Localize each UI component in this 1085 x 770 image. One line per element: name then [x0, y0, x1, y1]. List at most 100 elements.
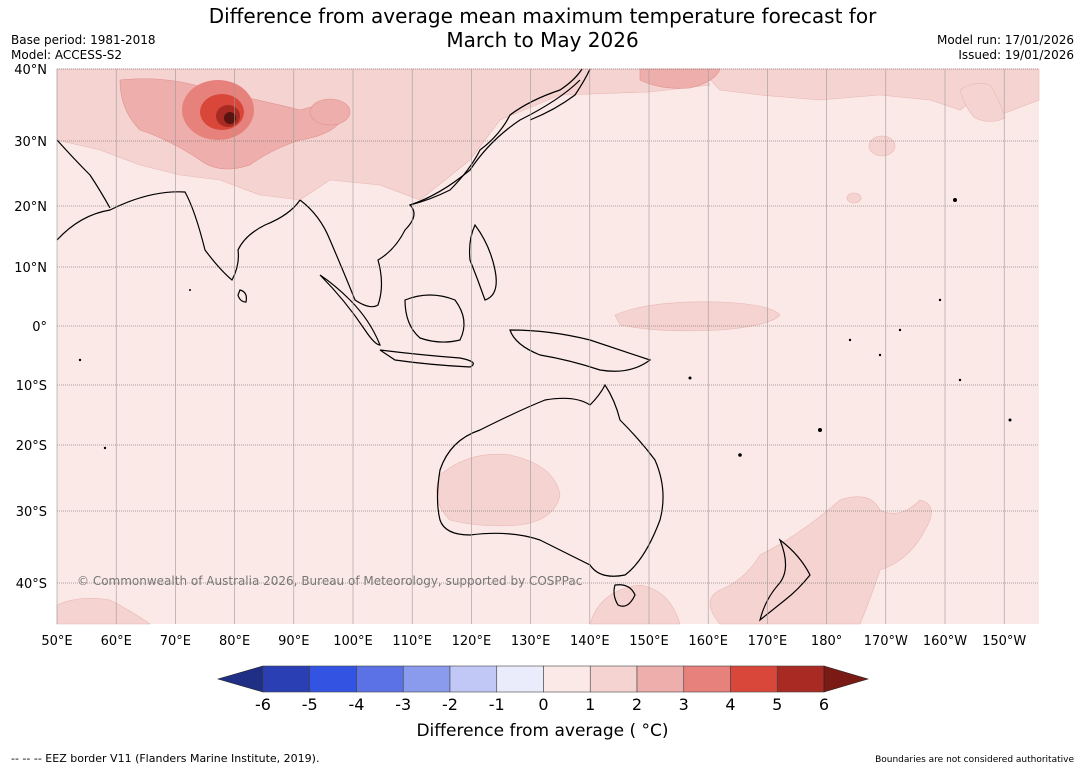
colorbar-tick-label: -4 [349, 695, 365, 714]
colorbar-tick-label: -2 [442, 695, 458, 714]
anomaly-region-southwest [56, 598, 151, 625]
copyright-note: © Commonwealth of Australia 2026, Bureau… [77, 574, 583, 588]
lon-label: 100°E [333, 634, 373, 649]
lat-labels: 40°N 30°N 20°N 10°N 0° 10°S 20°S 30°S 40°S [14, 63, 47, 592]
meta-right: Model run: 17/01/2026 Issued: 19/01/2026 [937, 33, 1074, 63]
colorbar-box [496, 665, 544, 693]
lon-label: 150°W [982, 634, 1026, 649]
lon-label: 160°W [923, 634, 967, 649]
anomaly-region-western-australia [436, 453, 561, 527]
island-dot [898, 328, 902, 332]
lon-label: 130°E [511, 634, 551, 649]
colorbar-tick-label: 1 [585, 695, 595, 714]
coastline-arabia [56, 139, 111, 209]
colorbar-boxes [216, 665, 870, 693]
lat-label: 20°N [14, 200, 47, 215]
colorbar: -6 -5 -4 -3 -2 -1 0 1 2 3 4 5 6 [216, 665, 870, 714]
coastline-philippines [468, 223, 497, 301]
lat-label: 10°S [16, 379, 47, 394]
colorbar-tick-label: 6 [819, 695, 829, 714]
title-line-2: March to May 2026 [446, 28, 639, 52]
lon-label: 110°E [392, 634, 432, 649]
colorbar-tick-label: 5 [772, 695, 782, 714]
coastline-japan [529, 68, 591, 121]
title-line-1: Difference from average mean maximum tem… [208, 4, 877, 28]
island-dot [848, 338, 852, 342]
lat-label: 30°S [16, 505, 47, 520]
island-dot [958, 378, 962, 382]
lon-label: 180° [811, 634, 842, 649]
lon-label: 50°E [41, 634, 72, 649]
anomaly-region-tasman [709, 496, 932, 625]
lon-label: 70°E [160, 634, 191, 649]
lat-label: 40°S [16, 577, 47, 592]
lat-label: 10°N [14, 261, 47, 276]
lat-label: 20°S [16, 439, 47, 454]
colorbar-label: Difference from average ( °C) [416, 721, 669, 741]
map: 40°N 30°N 20°N 10°N 0° 10°S 20°S 30°S 40°S 50°E 6… [14, 63, 1040, 649]
lat-label: 40°N [14, 63, 47, 78]
island-dot [688, 376, 692, 380]
coastline-sumatra [319, 274, 381, 346]
footer-boundaries-note: Boundaries are not considered authoritat… [875, 755, 1074, 765]
colorbar-tick-label: 4 [725, 695, 735, 714]
island-dot [738, 453, 742, 457]
coastline-china-east [409, 68, 583, 206]
colorbar-tick-label: -5 [302, 695, 318, 714]
island-dot [103, 446, 107, 450]
colorbar-box [449, 665, 498, 693]
island-dot [78, 358, 82, 362]
hotspot-layer [182, 80, 254, 140]
lon-label: 140°E [570, 634, 610, 649]
colorbar-box [636, 665, 685, 693]
lon-label: 160°E [688, 634, 728, 649]
base-period: Base period: 1981-2018 [11, 33, 156, 47]
lon-label: 170°E [748, 634, 788, 649]
colorbar-box [730, 665, 778, 693]
island-dot [189, 289, 191, 291]
hotspot-level-6 [224, 112, 236, 124]
issued-date: Issued: 19/01/2026 [958, 48, 1074, 62]
coastline-new-zealand [758, 538, 811, 622]
colorbar-tick-label: -3 [395, 695, 411, 714]
coastline-java [379, 349, 474, 368]
coastline-borneo [404, 294, 465, 343]
colorbar-box [356, 665, 404, 693]
lon-labels: 50°E 60°E 70°E 80°E 90°E 100°E 110°E 120°E 130°E… [41, 634, 1026, 649]
colorbar-box [309, 665, 357, 693]
colorbar-arrow-low [216, 665, 264, 693]
model-run: Model run: 17/01/2026 [936, 33, 1074, 47]
lon-label: 120°E [452, 634, 492, 649]
colorbar-box [683, 665, 731, 693]
colorbar-tick-label: -6 [255, 695, 271, 714]
anomaly-region-northeast [959, 83, 1006, 122]
anomaly-region-equatorial-pacific [614, 301, 781, 332]
lon-label: 90°E [278, 634, 309, 649]
island-dot [938, 298, 942, 302]
colorbar-ticks: -6 -5 -4 -3 -2 -1 0 1 2 3 4 5 6 [255, 695, 829, 714]
colorbar-tick-label: -1 [489, 695, 505, 714]
grid-lines [56, 68, 1039, 624]
island-dot [1008, 418, 1012, 422]
coastline-southeast-asia [299, 79, 581, 308]
island-dot [953, 198, 957, 202]
coastline-tasmania [613, 584, 636, 607]
island-dot [818, 428, 822, 432]
lon-label: 80°E [219, 634, 250, 649]
island-dot [878, 353, 882, 357]
coastlines [56, 68, 811, 622]
anomaly-region-east-china [309, 98, 351, 126]
anomaly-region-southcentral [589, 584, 681, 625]
colorbar-arrow-high [823, 665, 870, 693]
colorbar-box [402, 665, 451, 693]
islands [78, 198, 1012, 457]
coastline-sri-lanka [237, 289, 247, 303]
colorbar-tick-label: 3 [679, 695, 689, 714]
lon-label: 170°W [864, 634, 908, 649]
colorbar-box [262, 665, 311, 693]
lat-label: 0° [32, 320, 47, 335]
colorbar-box [776, 665, 825, 693]
colorbar-box [589, 665, 638, 693]
colorbar-tick-label: 0 [538, 695, 548, 714]
lon-label: 60°E [101, 634, 132, 649]
